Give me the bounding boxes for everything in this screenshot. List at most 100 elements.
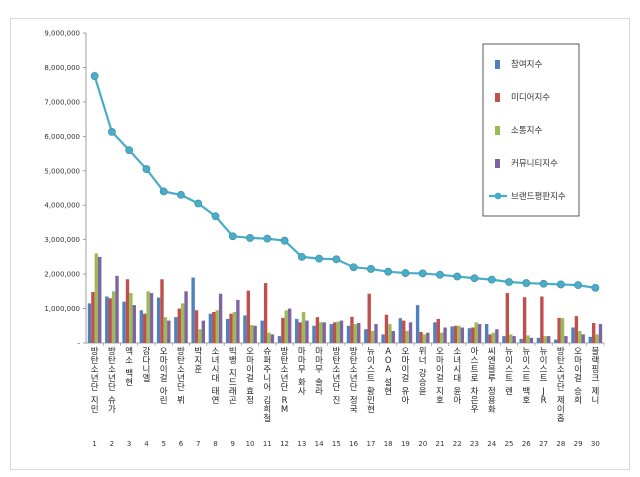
bar (564, 336, 568, 343)
y-tick-label: - (77, 340, 80, 348)
line-point (159, 187, 168, 196)
line-point (453, 272, 462, 281)
bar (357, 323, 361, 343)
bar (574, 316, 579, 343)
bar (554, 339, 558, 343)
x-rank-number: 15 (332, 440, 341, 448)
bar (329, 324, 333, 343)
bar (391, 330, 395, 343)
x-rank-number: 29 (574, 440, 583, 448)
bar (364, 329, 368, 343)
line-point (263, 234, 272, 243)
bar (595, 334, 599, 343)
bar (571, 327, 575, 343)
bar (436, 318, 440, 343)
bar (177, 308, 181, 343)
legend-label: 커뮤니티지수 (511, 158, 558, 169)
bar (374, 324, 378, 343)
line-point (487, 275, 496, 284)
bar (295, 318, 299, 343)
y-tick-label: 3,000,000 (44, 236, 80, 244)
bar (332, 322, 337, 343)
line-point (349, 263, 358, 272)
bar (236, 299, 240, 343)
x-rank-number: 8 (213, 440, 217, 448)
bar (388, 324, 392, 343)
bar (453, 325, 458, 343)
line-point (436, 270, 444, 279)
line-point (211, 212, 220, 221)
bar (87, 303, 92, 343)
bar (243, 315, 247, 343)
bar (198, 329, 202, 343)
bar (156, 297, 161, 343)
bar (218, 293, 223, 343)
bar (419, 331, 423, 343)
bar (433, 322, 437, 343)
line-point (591, 283, 600, 292)
line-point (246, 234, 254, 242)
x-rank-number: 23 (470, 440, 479, 448)
x-rank-number: 11 (263, 440, 272, 448)
line-point (228, 232, 237, 241)
bar (267, 332, 271, 343)
legend-label: 소통지수 (511, 126, 542, 136)
line-point (280, 236, 289, 245)
bar (201, 320, 206, 343)
x-rank-number: 28 (556, 440, 565, 448)
line-point (297, 252, 306, 261)
x-rank-number: 13 (297, 440, 306, 448)
bar (353, 324, 358, 343)
bar (443, 327, 447, 343)
bar (519, 338, 523, 343)
bar (591, 323, 596, 343)
bar (215, 310, 219, 343)
y-tick-label: 4,000,000 (44, 202, 80, 210)
bar (143, 313, 147, 343)
x-rank-number: 16 (349, 440, 358, 448)
x-rank-number: 18 (384, 440, 393, 448)
line-point (125, 146, 134, 155)
bar (319, 322, 323, 343)
bar (232, 312, 237, 343)
y-tick-label: 7,000,000 (44, 98, 80, 106)
line-point (539, 279, 548, 288)
x-rank-number: 26 (522, 440, 531, 448)
legend-swatch (494, 192, 502, 200)
bar (505, 293, 510, 343)
bar (536, 337, 541, 343)
y-tick-label: 9,000,000 (44, 30, 80, 38)
bar (402, 320, 406, 343)
bar (91, 292, 95, 343)
bar (305, 320, 309, 343)
bar (146, 291, 150, 343)
legend-swatch (495, 159, 500, 168)
bar (415, 305, 420, 343)
x-rank-number: 30 (591, 440, 600, 448)
bar (184, 291, 188, 343)
line-point (401, 269, 410, 277)
line-point (418, 269, 427, 278)
y-tick-label: 5,000,000 (44, 167, 80, 175)
line-point (142, 165, 151, 173)
line-point (470, 274, 479, 283)
bar (284, 310, 288, 343)
bar (488, 334, 492, 343)
bar (381, 334, 385, 343)
